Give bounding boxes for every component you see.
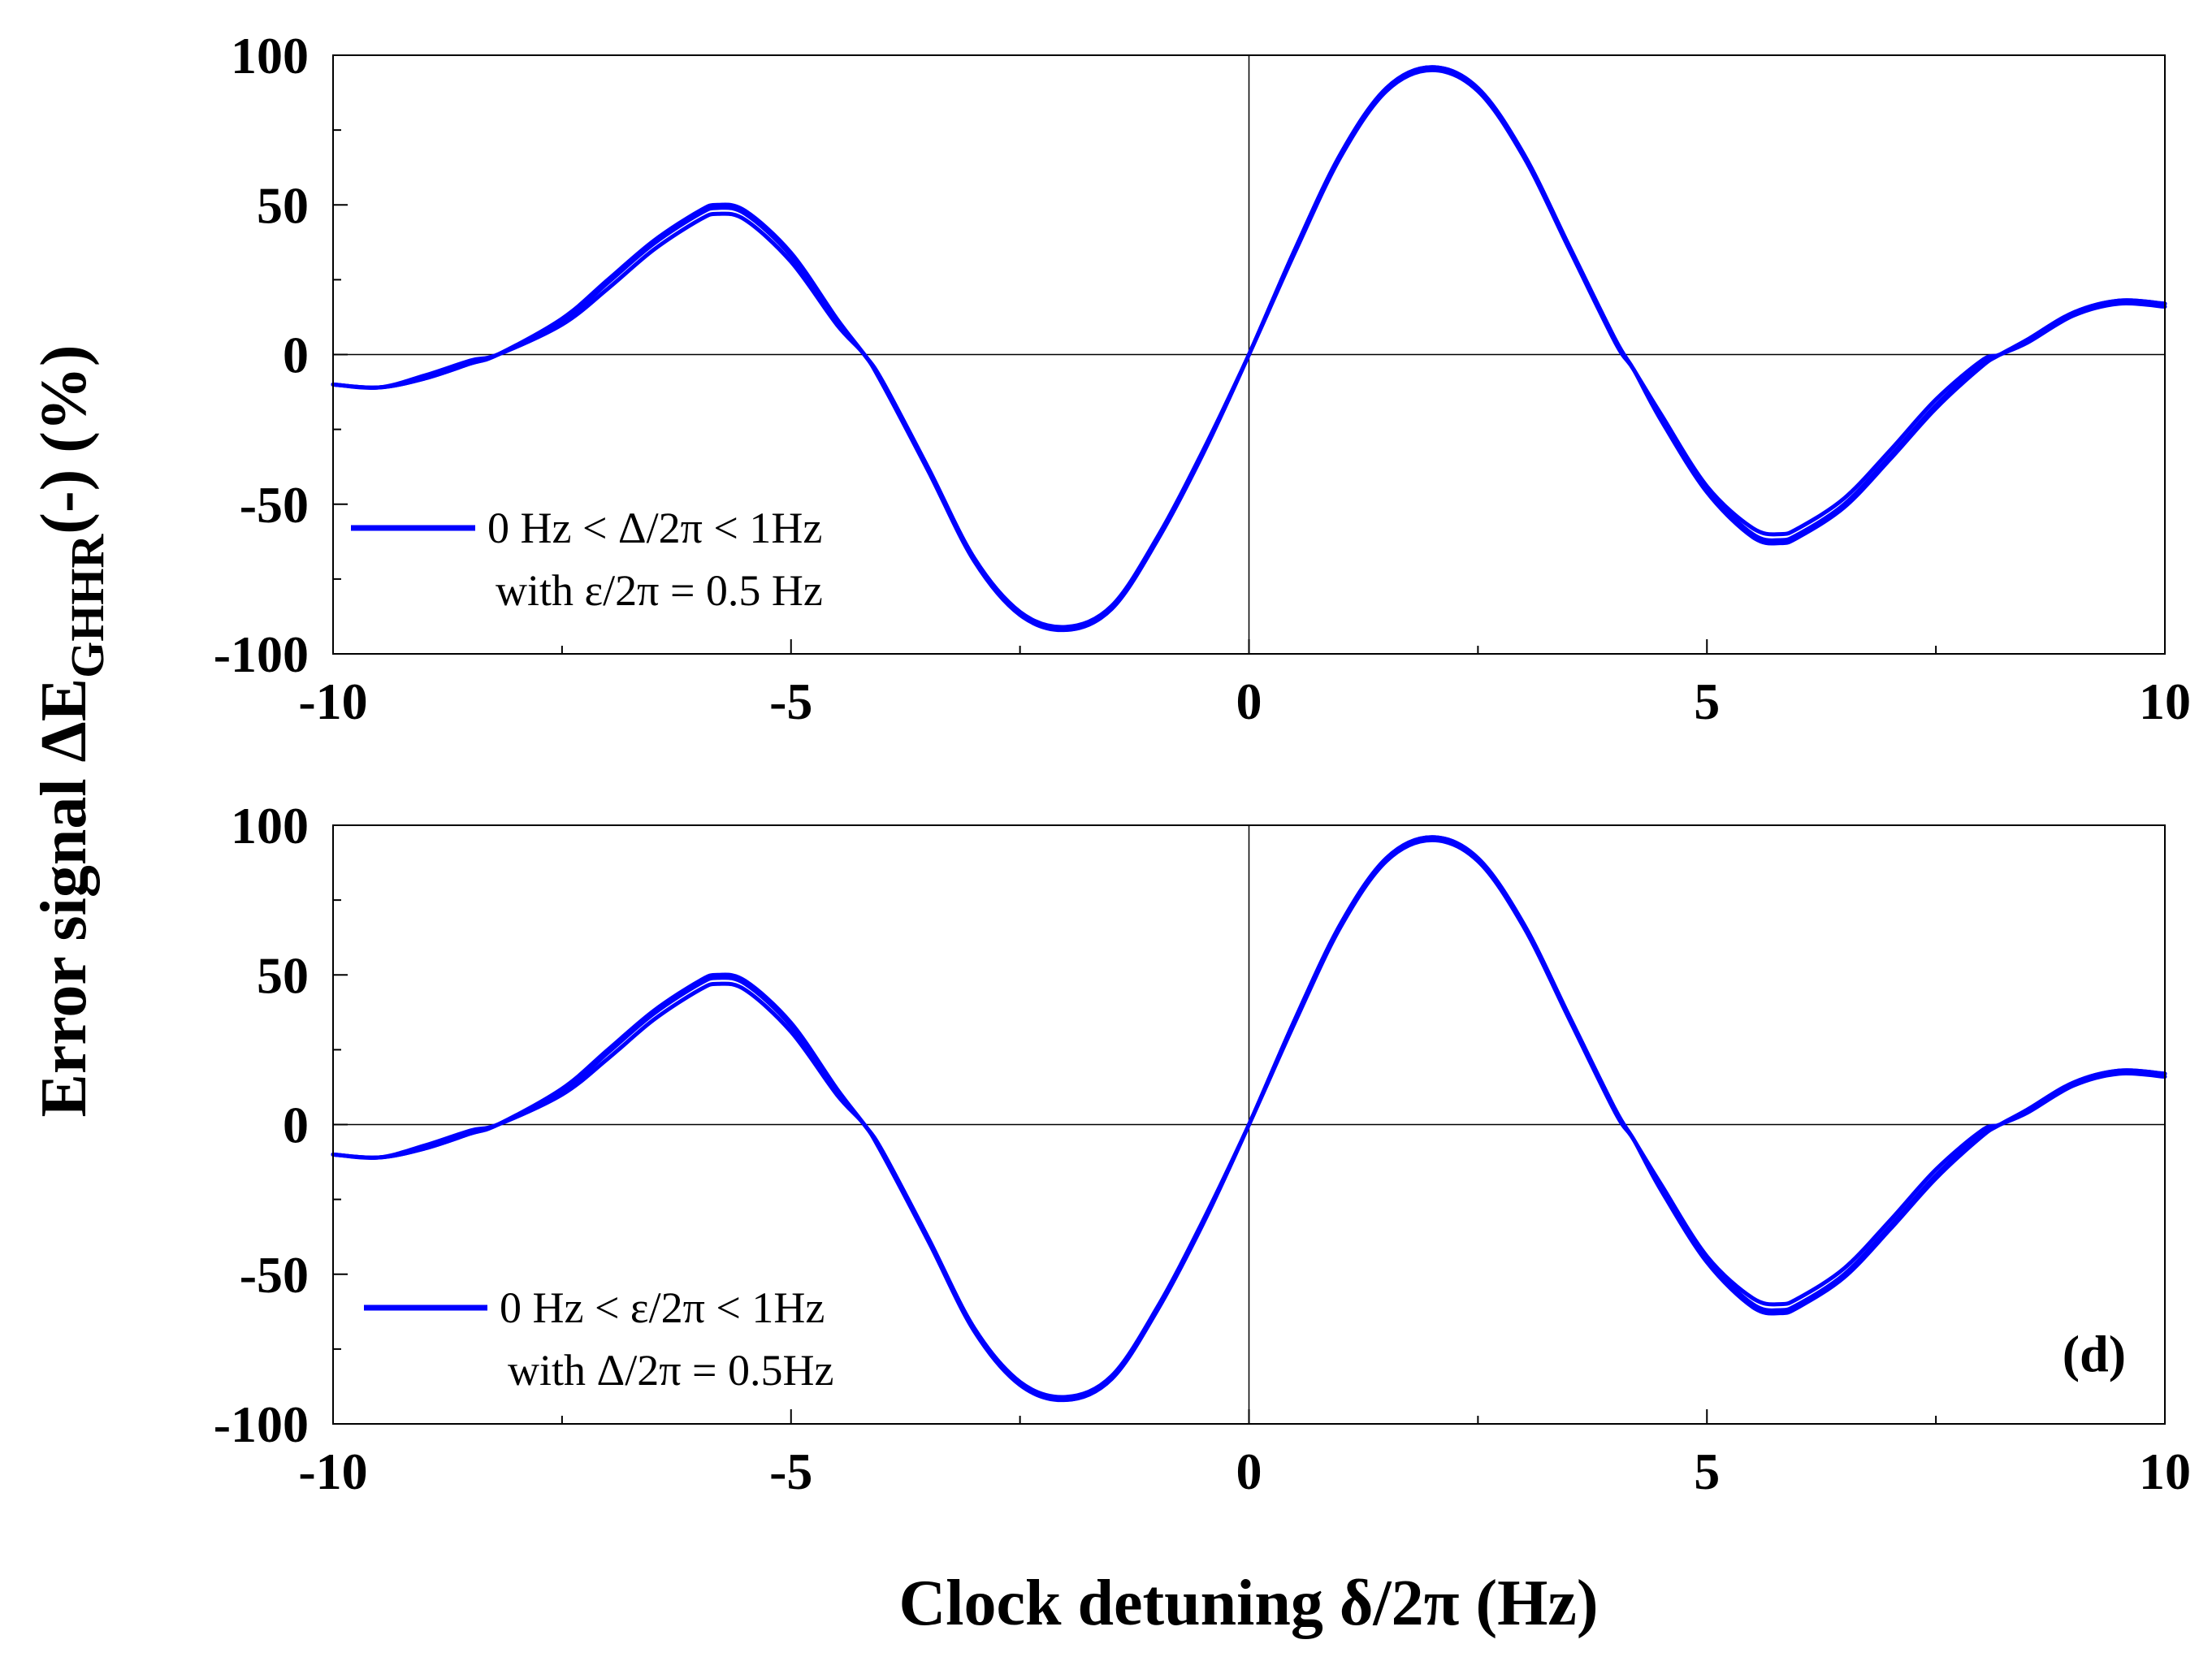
x-tick-label: -5 — [769, 1443, 812, 1500]
x-tick-label: 10 — [2139, 673, 2191, 730]
panel-label: (d) — [2063, 1325, 2126, 1382]
y-tick-label: -100 — [214, 1395, 309, 1453]
y-tick-label: 50 — [257, 946, 309, 1004]
y-tick-label: -50 — [240, 1246, 309, 1304]
y-tick-label: 0 — [283, 327, 309, 384]
y-tick-label: 100 — [231, 27, 309, 84]
series-line-3 — [331, 835, 2167, 1403]
y-axis-title-main: Error signal ΔE — [28, 678, 100, 1118]
plot-frame — [332, 54, 2166, 655]
legend-line-1: 0 Hz < Δ/2π < 1Hz — [487, 504, 822, 552]
x-tick-label: -5 — [769, 673, 812, 730]
x-tick-label: 0 — [1236, 673, 1262, 730]
y-tick-label: -50 — [240, 476, 309, 534]
y-tick-label: 50 — [257, 176, 309, 234]
x-tick-label: -10 — [298, 673, 367, 730]
x-tick-label: 0 — [1236, 1443, 1262, 1500]
x-tick-label: 5 — [1694, 673, 1720, 730]
x-tick-label: 10 — [2139, 1443, 2191, 1500]
x-axis-title: Clock detuning δ/2π (Hz) — [899, 1568, 1599, 1639]
series-line-3 — [331, 65, 2167, 633]
y-axis-title-subscript: GHHR — [61, 534, 114, 678]
legend-line-2: with ε/2π = 0.5 Hz — [496, 566, 823, 615]
y-tick-label: 100 — [231, 797, 309, 854]
y-axis-title-tail: (-) (%) — [28, 344, 100, 534]
y-axis-title: Error signal ΔEGHHR(-) (%) — [28, 344, 114, 1117]
x-tick-label: 5 — [1694, 1443, 1720, 1500]
legend-line-1: 0 Hz < ε/2π < 1Hz — [500, 1283, 825, 1332]
legend-line-2: with Δ/2π = 0.5Hz — [508, 1346, 833, 1395]
x-tick-label: -10 — [298, 1443, 367, 1500]
plot-frame — [332, 824, 2166, 1425]
y-tick-label: 0 — [283, 1097, 309, 1154]
y-tick-label: -100 — [214, 625, 309, 683]
